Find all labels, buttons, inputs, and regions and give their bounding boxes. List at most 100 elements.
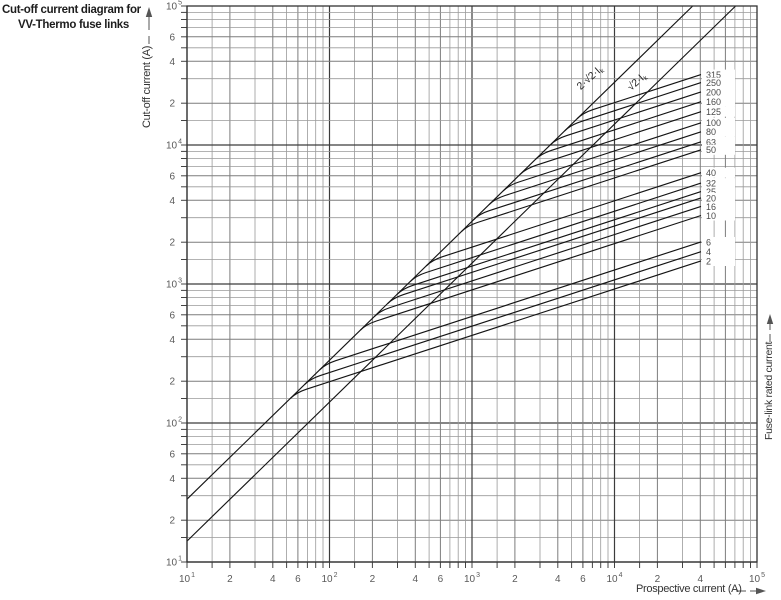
x-tick-label: 4 bbox=[555, 574, 561, 585]
y-tick-label: 6 bbox=[169, 449, 175, 460]
y-axis-title: Cut-off current (A) bbox=[141, 45, 153, 128]
fuse-rating-label: 250 bbox=[706, 78, 721, 88]
fuse-label-mask bbox=[702, 77, 735, 88]
fuse-curve-4 bbox=[304, 251, 702, 385]
fuse-rating-label: 200 bbox=[706, 87, 721, 97]
fuse-rating-label: 4 bbox=[706, 247, 711, 257]
fuse-rating-label: 50 bbox=[706, 145, 716, 155]
fuse-curve-2 bbox=[290, 260, 702, 399]
diagram-title: Cut-off current diagram for VV-Thermo fu… bbox=[2, 3, 141, 33]
fuse-rating-label: 10 bbox=[706, 211, 716, 221]
x-tick-label: 4 bbox=[698, 574, 704, 585]
fuse-curve-6 bbox=[319, 241, 702, 371]
fuse-rating-label: 63 bbox=[706, 137, 716, 147]
fuse-label-mask bbox=[702, 136, 735, 147]
axis-ticks bbox=[181, 5, 758, 568]
x-tick-label: 102 bbox=[321, 572, 337, 585]
fuse-curve-63 bbox=[473, 141, 702, 221]
fuse-curve-10 bbox=[360, 214, 702, 331]
y-tick-label: 4 bbox=[169, 474, 175, 485]
fuse-rating-label: 32 bbox=[706, 179, 716, 189]
x-axis-title: Prospective current (A) bbox=[636, 583, 742, 595]
fuse-label-mask bbox=[702, 144, 735, 155]
fuse-label-mask bbox=[702, 210, 735, 221]
fuse-label-mask bbox=[702, 178, 735, 189]
fuse-rating-label: 6 bbox=[706, 237, 711, 247]
y-tick-label: 104 bbox=[166, 139, 182, 152]
grid bbox=[186, 6, 757, 563]
fuse-curve-100 bbox=[502, 122, 702, 192]
reference-line-label: √2·Ik bbox=[625, 70, 650, 94]
fuse-label-mask bbox=[702, 96, 735, 107]
x-tick-label: 4 bbox=[270, 574, 276, 585]
fuse-rating-label: 40 bbox=[706, 168, 716, 178]
fuse-rating-label: 100 bbox=[706, 118, 721, 128]
fuse-label-mask bbox=[702, 126, 735, 137]
x-tick-label: 2 bbox=[512, 574, 518, 585]
y-tick-label: 2 bbox=[169, 377, 175, 388]
fuse-label-mask bbox=[702, 256, 735, 266]
y-tick-label: 4 bbox=[169, 335, 175, 346]
x-tick-label: 2 bbox=[370, 574, 376, 585]
fuse-label-mask bbox=[702, 246, 735, 257]
fuse-curve-200 bbox=[549, 91, 702, 146]
fuse-rating-label: 2 bbox=[706, 256, 711, 266]
y-tick-label: 2 bbox=[169, 238, 175, 249]
y-tick-label: 102 bbox=[166, 417, 182, 430]
reference-lines: 2·√2·Ik √2·Ik bbox=[186, 5, 737, 542]
fuse-curve-160 bbox=[534, 101, 702, 160]
fuse-curve-25 bbox=[396, 191, 702, 295]
fuse-rating-label: 125 bbox=[706, 107, 721, 117]
fuse-rating-label: 315 bbox=[706, 70, 721, 80]
asymmetrical-peak-line bbox=[186, 5, 694, 500]
x-tick-label: 103 bbox=[464, 572, 480, 585]
y-tick-label: 105 bbox=[166, 0, 182, 13]
fuse-label-mask bbox=[702, 201, 735, 212]
right-axis-title: Fuse-link rated current bbox=[763, 341, 775, 440]
diagram-title-line1: Cut-off current diagram for bbox=[2, 4, 141, 16]
y-tick-label: 4 bbox=[169, 57, 175, 68]
fuse-curve-125 bbox=[519, 111, 702, 175]
x-tick-label: 6 bbox=[580, 574, 586, 585]
x-tick-label: 105 bbox=[749, 572, 765, 585]
x-tick-label: 6 bbox=[295, 574, 301, 585]
y-tick-label: 6 bbox=[169, 310, 175, 321]
axis-arrows bbox=[145, 7, 774, 595]
fuse-label-mask bbox=[702, 167, 735, 178]
x-axis-arrowhead-icon bbox=[756, 587, 766, 595]
fuse-curve-32 bbox=[409, 182, 702, 283]
x-tick-label: 2 bbox=[655, 574, 661, 585]
plot-frame bbox=[186, 5, 758, 563]
fuse-curve-40 bbox=[425, 172, 702, 267]
x-tick-label: 104 bbox=[606, 572, 622, 585]
fuse-label-mask bbox=[702, 106, 735, 117]
y-axis-arrowhead-icon bbox=[145, 7, 153, 17]
fuse-label-mask bbox=[702, 117, 735, 128]
y-tick-label: 2 bbox=[169, 516, 175, 527]
fuse-rating-label: 20 bbox=[706, 193, 716, 203]
fuse-curve-315 bbox=[576, 74, 702, 120]
diagram-title-line2: VV-Thermo fuse links bbox=[18, 19, 129, 32]
x-tick-label: 4 bbox=[413, 574, 419, 585]
fuse-label-mask bbox=[702, 87, 735, 97]
right-axis-arrowhead-icon bbox=[766, 314, 774, 324]
fuse-curve-80 bbox=[488, 131, 702, 206]
fuse-label-mask bbox=[702, 192, 735, 203]
fuse-curve-50 bbox=[461, 149, 702, 233]
y-tick-label: 4 bbox=[169, 196, 175, 207]
fuse-curve-250 bbox=[564, 82, 702, 132]
x-tick-label: 101 bbox=[179, 572, 195, 585]
fuse-curve-16 bbox=[373, 205, 702, 318]
fuse-rating-label: 80 bbox=[706, 127, 716, 137]
fuse-rating-label: 16 bbox=[706, 202, 716, 212]
y-tick-label: 101 bbox=[166, 556, 182, 569]
x-tick-label: 2 bbox=[227, 574, 233, 585]
y-tick-label: 6 bbox=[169, 171, 175, 182]
fuse-label-mask bbox=[702, 186, 735, 197]
fuse-rating-label: 25 bbox=[706, 187, 716, 197]
y-tick-label: 6 bbox=[169, 32, 175, 43]
fuse-rating-label: 160 bbox=[706, 97, 721, 107]
fuse-curve-20 bbox=[387, 197, 702, 305]
